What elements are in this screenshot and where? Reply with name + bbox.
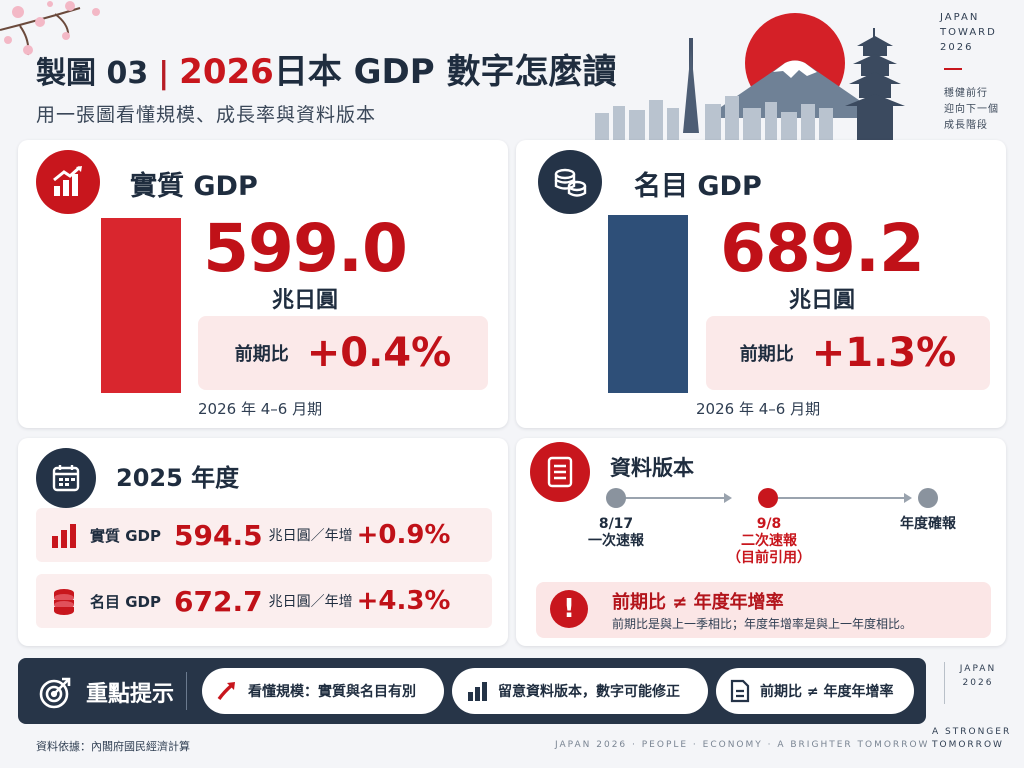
fy-real-row: 實質 GDP 594.5 兆日圓／年增 +0.9% — [36, 508, 492, 562]
growth-chart-icon — [36, 150, 100, 214]
arrow-up-icon — [216, 680, 238, 702]
stronger-tomorrow: A STRONGER TOMORROW — [932, 726, 1011, 752]
fy-real-name: 實質 GDP — [90, 526, 161, 545]
timeline-arrow-1 — [724, 493, 732, 503]
side-brand-divider — [944, 662, 945, 704]
title-prefix: 製圖 03 — [36, 56, 149, 91]
key-point-3: 前期比 ≠ 年度年增率 — [716, 668, 914, 714]
stronger-2: TOMORROW — [932, 740, 1004, 750]
real-gdp-change-value: +0.4% — [306, 330, 452, 376]
real-gdp-bar — [101, 218, 181, 393]
data-version-title: 資料版本 — [610, 456, 694, 480]
brand-motto-1: 穩健前行 — [944, 88, 988, 99]
step-1-name: 一次速報 — [588, 533, 644, 549]
brand-motto: 穩健前行 迎向下一個 成長階段 — [944, 86, 999, 134]
calendar-icon — [36, 448, 96, 508]
bars-icon — [466, 680, 488, 702]
real-gdp-value: 599.0 — [203, 210, 408, 287]
fy-nominal-name: 名目 GDP — [90, 592, 161, 611]
warning-title: 前期比 ≠ 年度年增率 — [612, 592, 784, 613]
brand-motto-3: 成長階段 — [944, 120, 988, 131]
cherry-blossom-decoration — [0, 1, 100, 56]
brand-line-2: TOWARD — [940, 27, 997, 38]
warning-text: 前期比是與上一季相比；年度年增率是與上一年度相比。 — [612, 617, 913, 631]
nominal-gdp-value: 689.2 — [720, 210, 925, 287]
nominal-gdp-unit: 兆日圓 — [788, 288, 855, 313]
nominal-gdp-card: 名目 GDP 689.2 兆日圓 前期比 +1.3% 2026 年 4–6 月期 — [516, 140, 1006, 428]
nominal-gdp-change-box: 前期比 +1.3% — [706, 316, 990, 390]
tokyo-skyline-illustration — [595, 13, 905, 140]
fy-nominal-value: 672.7 — [174, 584, 263, 618]
nominal-gdp-change-label: 前期比 — [739, 344, 794, 365]
key-points-banner: 重點提示 看懂規模：實質與名目有別 留意資料版本，數字可能修正 前期比 ≠ 年度… — [18, 658, 926, 724]
bar-chart-icon — [48, 519, 80, 551]
stronger-1: A STRONGER — [932, 727, 1012, 737]
fy-nominal-row: 名目 GDP 672.7 兆日圓／年增 +4.3% — [36, 574, 492, 628]
side-brand-1: JAPAN — [959, 664, 997, 674]
fiscal-year-card: 2025 年度 實質 GDP 594.5 兆日圓／年增 +0.9% 名目 GDP… — [18, 438, 508, 646]
brand-motto-2: 迎向下一個 — [944, 104, 999, 115]
page-title: 製圖 03 | 2026日本 GDP 數字怎麼讀 — [36, 44, 617, 94]
fy-nominal-growth: +4.3% — [356, 586, 451, 616]
timeline-arrow-2 — [904, 493, 912, 503]
key-point-2: 留意資料版本，數字可能修正 — [452, 668, 708, 714]
nominal-gdp-bar — [608, 215, 688, 393]
step-2-date: 9/8 — [756, 516, 782, 532]
brand-line-3: 2026 — [940, 42, 974, 53]
brand-line-1: JAPAN — [940, 12, 980, 23]
step-1-date: 8/17 — [598, 516, 634, 532]
footer-tagline: JAPAN 2026 · PEOPLE · ECONOMY · A BRIGHT… — [555, 740, 930, 750]
title-divider: | — [158, 56, 170, 91]
fiscal-year-title: 2025 年度 — [116, 464, 240, 492]
key-point-3-text: 前期比 ≠ 年度年增率 — [760, 684, 894, 700]
real-gdp-period: 2026 年 4–6 月期 — [198, 400, 323, 418]
title-main: 2026日本 GDP 數字怎麼讀 — [179, 44, 616, 93]
real-gdp-change-label: 前期比 — [234, 344, 289, 365]
coins-icon — [538, 150, 602, 214]
fy-nominal-unit: 兆日圓／年增 — [268, 594, 353, 610]
key-point-1-text: 看懂規模：實質與名目有別 — [248, 684, 416, 700]
timeline-dot-first — [606, 488, 626, 508]
side-brand: JAPAN 2026 — [942, 662, 1014, 690]
nominal-gdp-title: 名目 GDP — [634, 171, 762, 202]
document-icon — [530, 442, 590, 502]
key-points-title: 重點提示 — [86, 682, 175, 707]
timeline-dot-final — [918, 488, 938, 508]
timeline-step-2: 9/8 二次速報 （目前引用） — [714, 516, 824, 567]
step-3-name: 年度確報 — [900, 516, 956, 532]
brand-accent-line — [944, 68, 962, 70]
nominal-gdp-period: 2026 年 4–6 月期 — [696, 400, 821, 418]
warning-box: ! 前期比 ≠ 年度年增率 前期比是與上一季相比；年度年增率是與上一年度相比。 — [536, 582, 991, 638]
side-brand-2: 2026 — [962, 678, 994, 688]
exclamation-icon: ! — [550, 590, 588, 628]
timeline-dot-current — [758, 488, 778, 508]
brand-block: JAPAN TOWARD 2026 — [940, 10, 1010, 55]
timeline-step-1: 8/17 一次速報 — [566, 516, 666, 550]
coin-stack-icon — [48, 585, 80, 617]
page-subtitle: 用一張圖看懂規模、成長率與資料版本 — [36, 104, 377, 126]
fy-real-growth: +0.9% — [356, 520, 451, 550]
banner-divider — [186, 672, 187, 710]
step-2-note: （目前引用） — [727, 550, 811, 566]
fy-real-unit: 兆日圓／年增 — [268, 528, 353, 544]
title-rest: 日本 GDP 數字怎麼讀 — [273, 52, 617, 92]
timeline-connector-2 — [778, 497, 906, 499]
nominal-gdp-change-value: +1.3% — [811, 330, 957, 376]
key-point-2-text: 留意資料版本，數字可能修正 — [498, 684, 680, 700]
timeline-step-3: 年度確報 — [878, 516, 978, 533]
fy-real-value: 594.5 — [174, 518, 263, 552]
real-gdp-card: 實質 GDP 599.0 兆日圓 前期比 +0.4% 2026 年 4–6 月期 — [18, 140, 508, 428]
real-gdp-unit: 兆日圓 — [271, 288, 338, 313]
timeline-connector-1 — [625, 497, 727, 499]
key-point-1: 看懂規模：實質與名目有別 — [202, 668, 444, 714]
target-icon — [38, 674, 74, 714]
real-gdp-title: 實質 GDP — [130, 171, 258, 202]
source-note: 資料依據：內閣府國民經濟計算 — [36, 740, 190, 753]
step-2-name: 二次速報 — [741, 533, 797, 549]
real-gdp-change-box: 前期比 +0.4% — [198, 316, 488, 390]
doc-icon — [730, 679, 750, 703]
title-year: 2026 — [179, 52, 274, 92]
